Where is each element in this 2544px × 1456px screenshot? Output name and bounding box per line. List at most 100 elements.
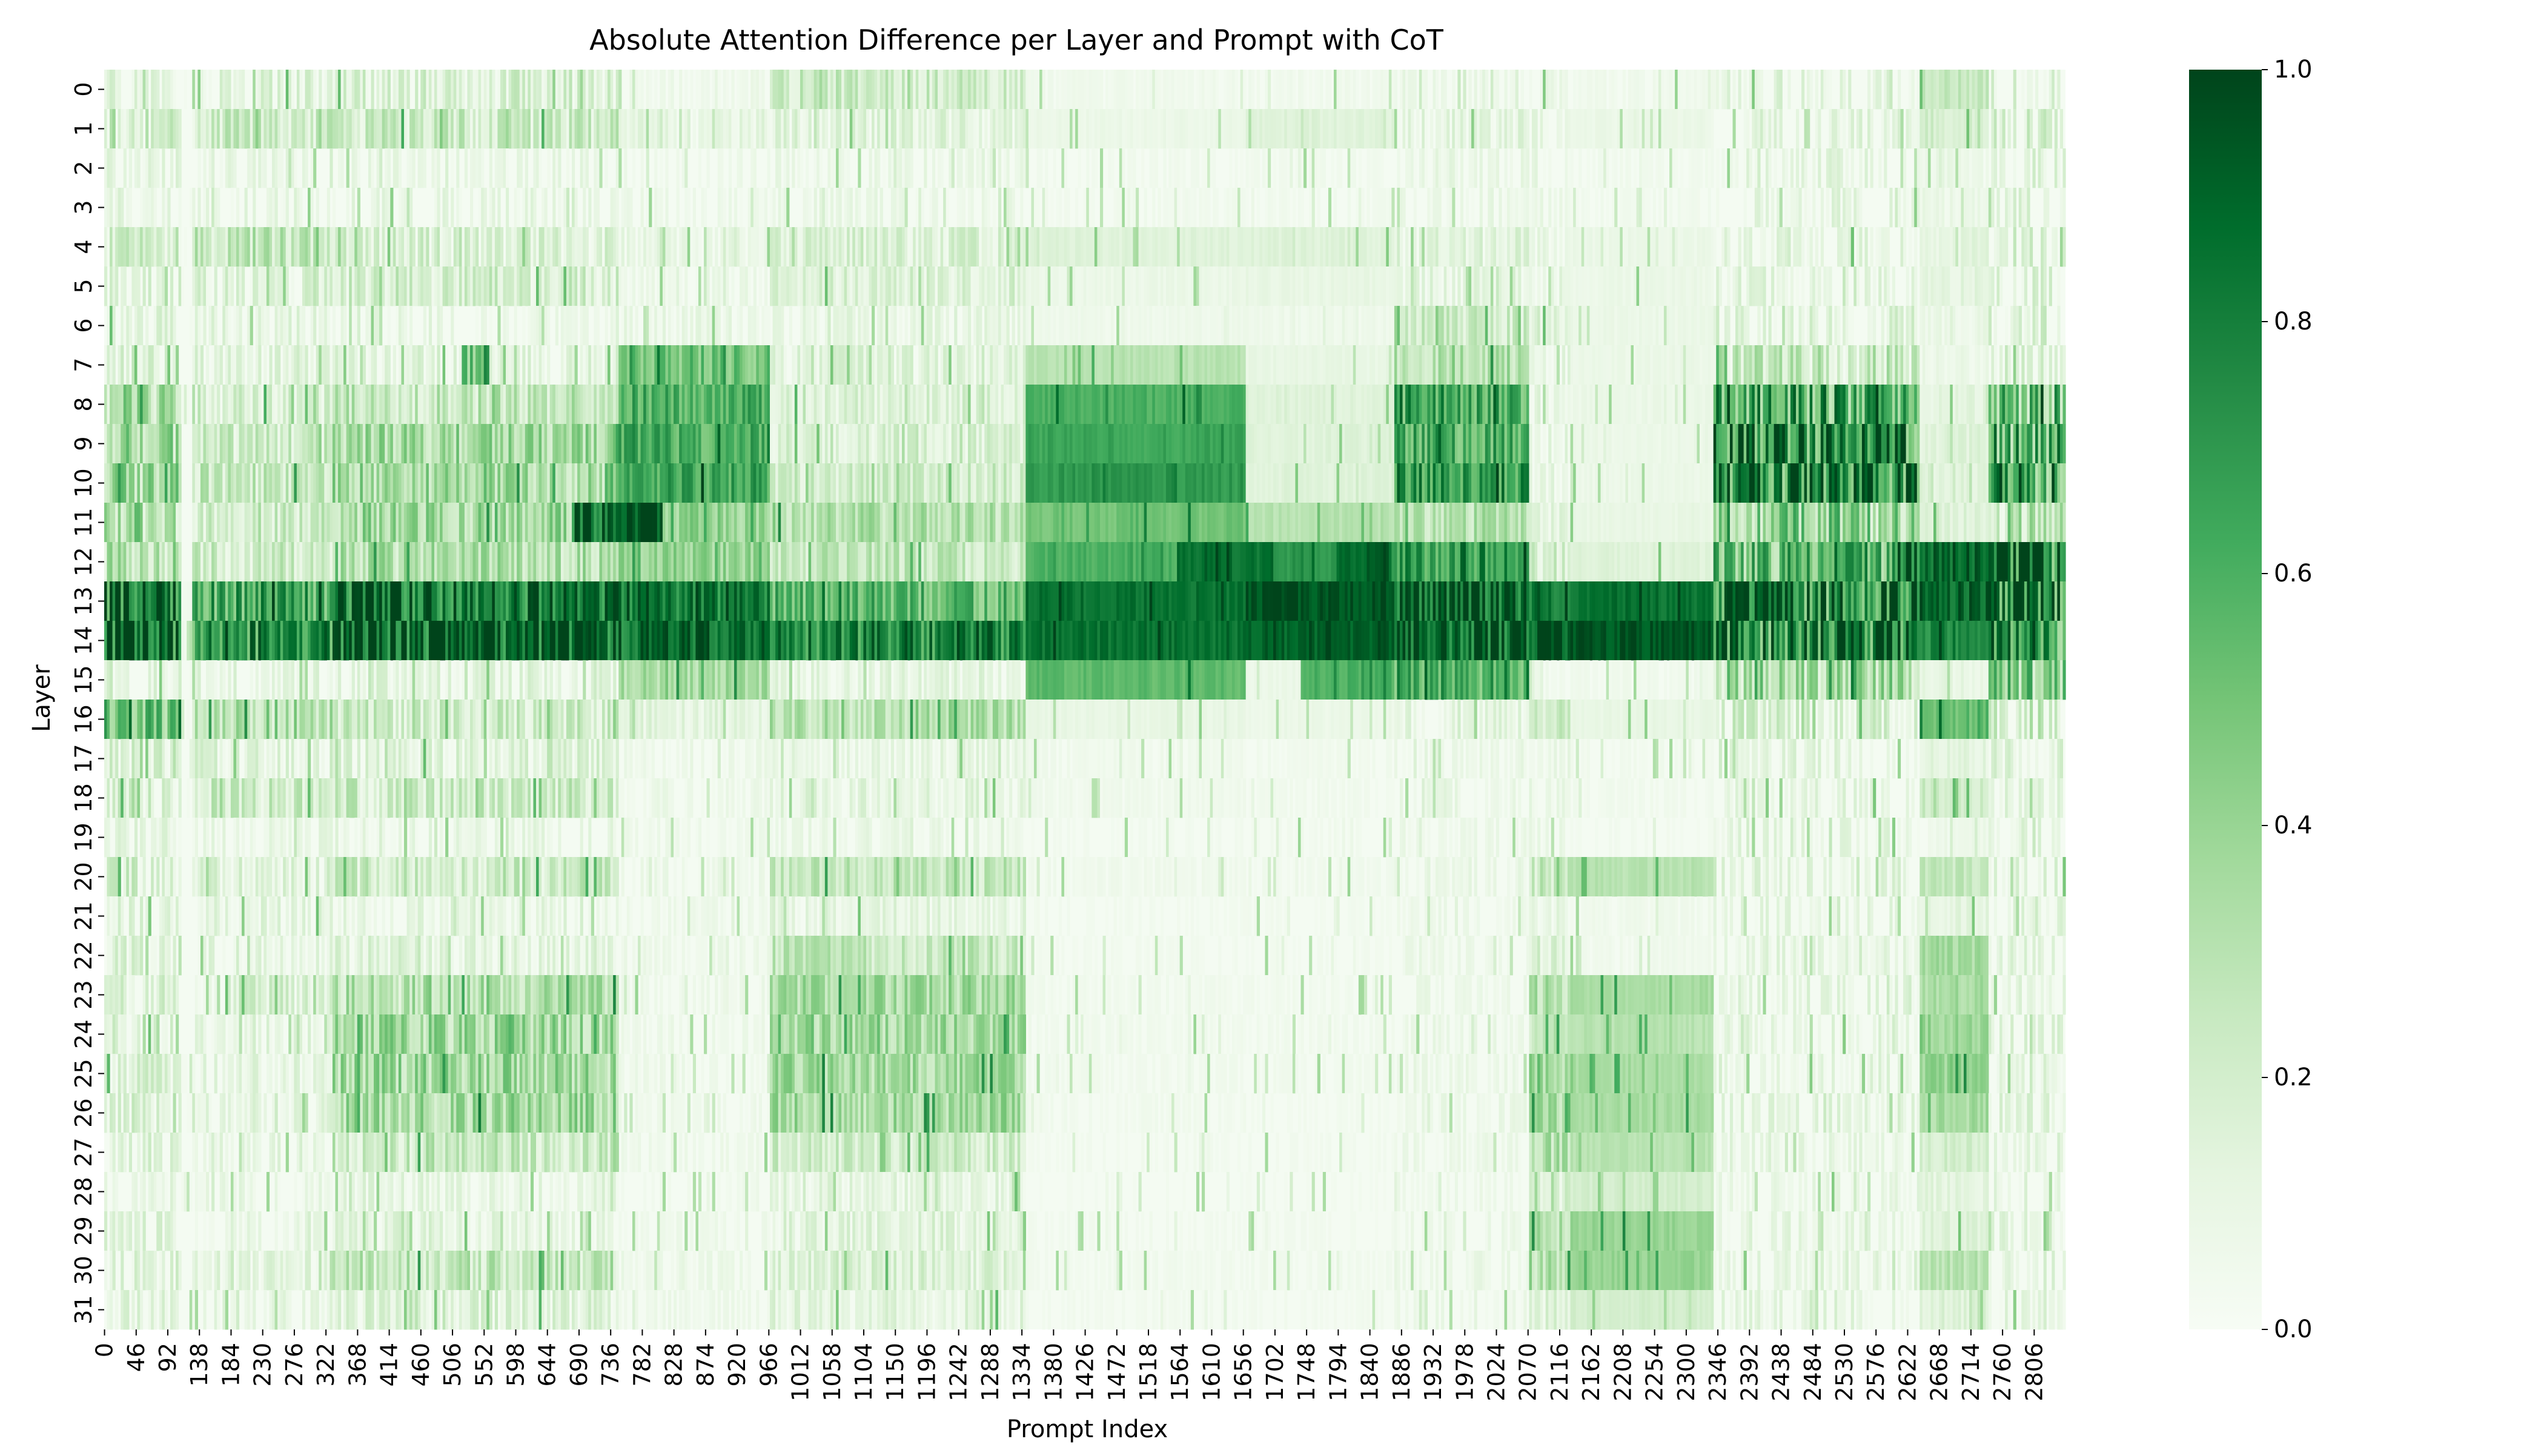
heatmap-cell	[294, 148, 297, 188]
heatmap-cell	[1372, 188, 1376, 228]
heatmap-cell	[1499, 109, 1502, 149]
heatmap-cell	[594, 306, 597, 346]
heatmap-cell	[1190, 385, 1194, 425]
heatmap-cell	[1988, 266, 1992, 306]
heatmap-cell	[929, 306, 933, 346]
heatmap-cell	[321, 227, 325, 267]
heatmap-cell	[819, 188, 823, 228]
heatmap-cell	[326, 227, 330, 267]
heatmap-cell	[508, 70, 512, 110]
heatmap-cell	[681, 109, 685, 149]
heatmap-cell	[1259, 227, 1263, 267]
heatmap-cell	[1523, 385, 1527, 425]
heatmap-cell	[740, 70, 743, 110]
heatmap-cell	[417, 266, 421, 306]
heatmap-cell	[1972, 306, 1975, 346]
heatmap-cell	[1091, 306, 1095, 346]
heatmap-cell	[170, 306, 174, 346]
heatmap-cell	[417, 227, 421, 267]
heatmap-cell	[1149, 266, 1153, 306]
heatmap-cell	[1416, 385, 1420, 425]
heatmap-cell	[1454, 385, 1458, 425]
heatmap-cell	[396, 266, 399, 306]
heatmap-cell	[1064, 385, 1068, 425]
heatmap-cell	[351, 385, 355, 425]
heatmap-cell	[992, 345, 996, 385]
heatmap-cell	[1254, 227, 1257, 267]
heatmap-cell	[140, 109, 144, 149]
heatmap-cell	[112, 345, 116, 385]
heatmap-cell	[1675, 306, 1678, 346]
heatmap-cell	[580, 148, 583, 188]
heatmap-cell	[753, 148, 757, 188]
heatmap-cell	[1663, 188, 1668, 228]
heatmap-cell	[1490, 345, 1494, 385]
heatmap-cell	[869, 266, 872, 306]
heatmap-cell	[1534, 148, 1538, 188]
heatmap-cell	[1433, 227, 1436, 267]
heatmap-cell	[530, 109, 534, 149]
heatmap-cell	[913, 109, 916, 149]
heatmap-cell	[233, 227, 237, 267]
heatmap-cell	[360, 109, 363, 149]
heatmap-cell	[1688, 306, 1692, 346]
heatmap-cell	[1721, 70, 1725, 110]
heatmap-cell	[1815, 227, 1818, 267]
heatmap-cell	[1983, 345, 1986, 385]
heatmap-cell	[956, 345, 960, 385]
heatmap-cell	[1058, 306, 1062, 346]
heatmap-cell	[1790, 306, 1794, 346]
heatmap-cell	[671, 345, 674, 385]
heatmap-cell	[1408, 227, 1411, 267]
heatmap-cell	[679, 345, 683, 385]
heatmap-cell	[1097, 385, 1101, 425]
heatmap-cell	[907, 227, 911, 267]
heatmap-cell	[1729, 148, 1734, 188]
heatmap-cell	[1471, 148, 1475, 188]
heatmap-cell	[200, 345, 204, 385]
heatmap-cell	[1843, 70, 1846, 110]
heatmap-cell	[1243, 385, 1247, 425]
heatmap-cell	[1045, 385, 1048, 425]
heatmap-cell	[385, 70, 388, 110]
heatmap-cell	[1909, 227, 1912, 267]
heatmap-cell	[737, 385, 740, 425]
heatmap-cell	[888, 148, 892, 188]
heatmap-cell	[1782, 345, 1786, 385]
heatmap-cell	[1669, 227, 1673, 267]
heatmap-cell	[1070, 227, 1073, 267]
heatmap-cell	[1067, 306, 1070, 346]
heatmap-cell	[566, 109, 570, 149]
heatmap-cell	[1234, 148, 1238, 188]
heatmap-cell	[1840, 148, 1843, 188]
heatmap-cell	[1647, 148, 1651, 188]
heatmap-cell	[1273, 306, 1277, 346]
heatmap-cell	[836, 345, 840, 385]
heatmap-cell	[431, 227, 435, 267]
heatmap-cell	[219, 148, 223, 188]
heatmap-cell	[585, 227, 589, 267]
heatmap-cell	[1867, 345, 1871, 385]
heatmap-cell	[1152, 227, 1156, 267]
heatmap-cell	[1983, 109, 1986, 149]
heatmap-cell	[863, 109, 867, 149]
heatmap-cell	[542, 345, 545, 385]
heatmap-cell	[1287, 266, 1290, 306]
heatmap-cell	[1045, 345, 1048, 385]
heatmap-cell	[1147, 385, 1150, 425]
heatmap-cell	[1097, 306, 1101, 346]
heatmap-cell	[1732, 148, 1736, 188]
heatmap-cell	[1449, 345, 1453, 385]
heatmap-cell	[1760, 109, 1764, 149]
heatmap-cell	[1463, 70, 1466, 110]
heatmap-cell	[1554, 306, 1557, 346]
heatmap-cell	[1711, 148, 1714, 188]
heatmap-cell	[1680, 109, 1684, 149]
heatmap-cell	[1636, 345, 1640, 385]
heatmap-cell	[646, 306, 649, 346]
heatmap-cell	[913, 227, 916, 267]
heatmap-cell	[1831, 109, 1835, 149]
heatmap-cell	[822, 266, 826, 306]
heatmap-cell	[621, 188, 624, 228]
heatmap-cell	[594, 148, 597, 188]
